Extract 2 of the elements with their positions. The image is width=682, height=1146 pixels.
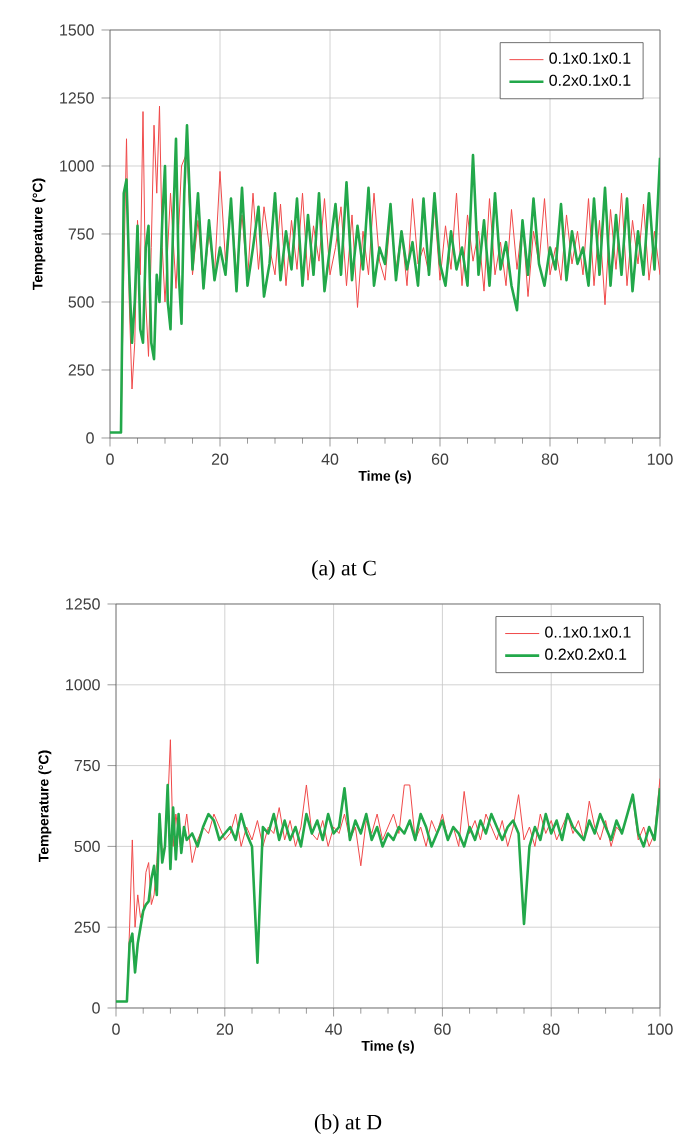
text: (b) at D	[314, 1114, 382, 1134]
text: (a) at C	[312, 560, 376, 580]
